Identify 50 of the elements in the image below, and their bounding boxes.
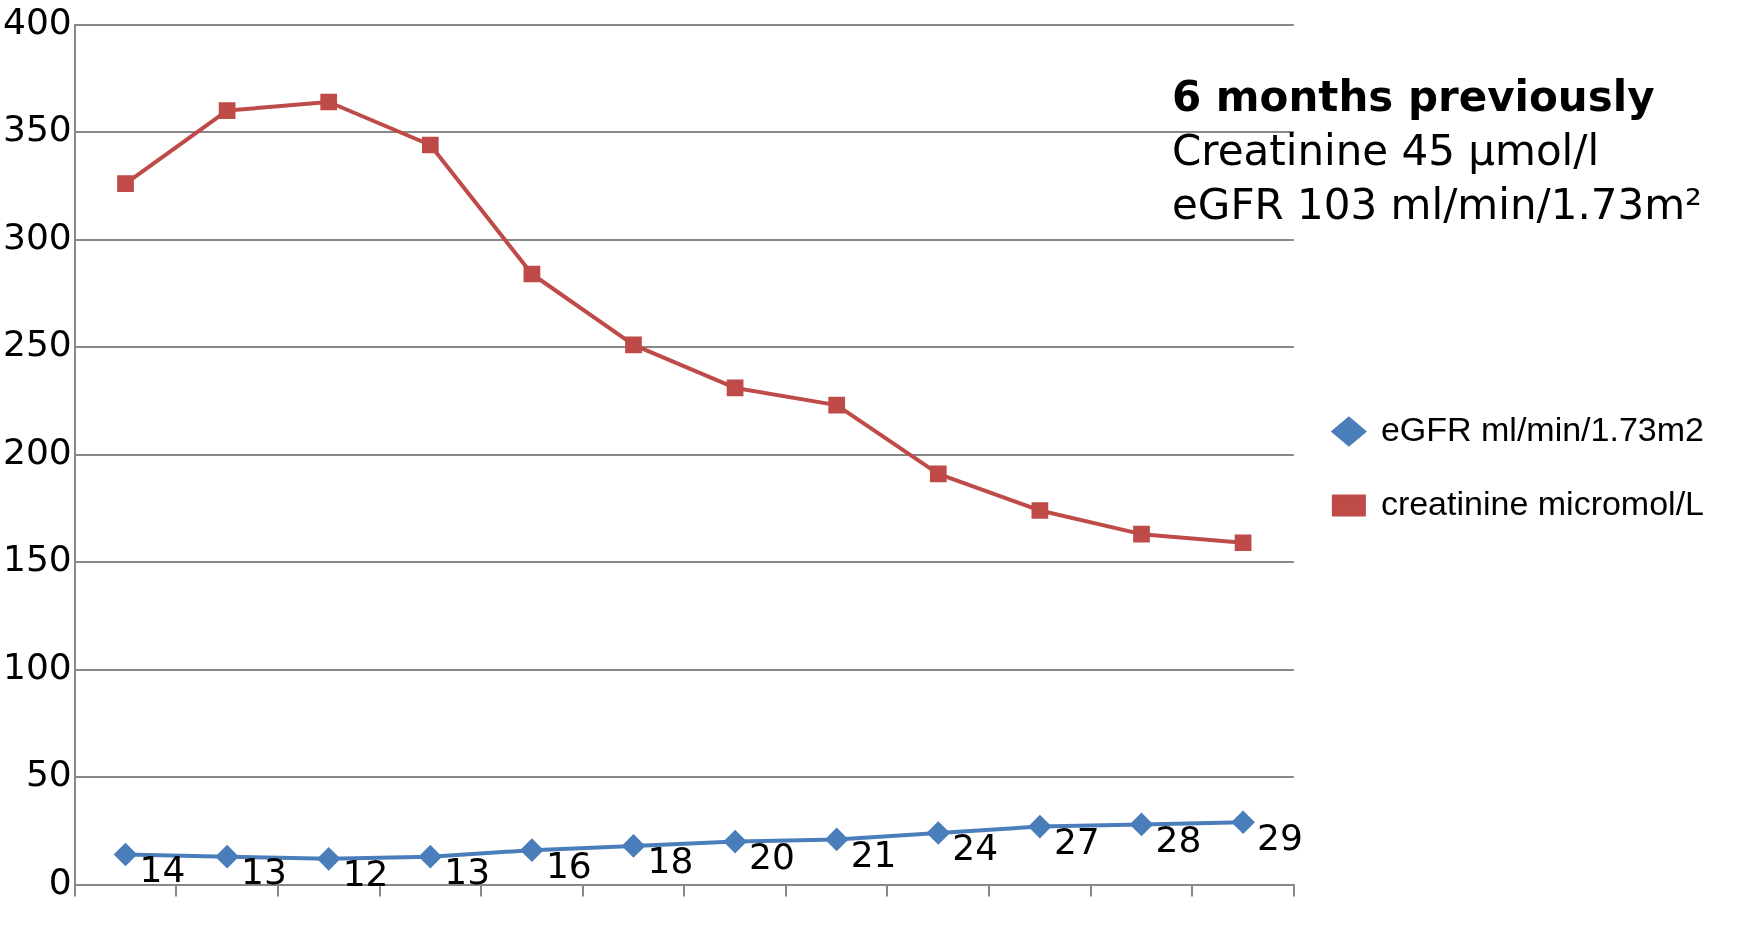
point xyxy=(320,93,338,111)
point xyxy=(1031,502,1049,519)
y-tick-label: 350 xyxy=(2,108,72,150)
point xyxy=(1028,815,1051,838)
point xyxy=(825,828,848,851)
data-label: 24 xyxy=(952,827,999,869)
point xyxy=(1232,811,1255,834)
point xyxy=(724,830,747,853)
y-tick-label: 100 xyxy=(2,645,72,687)
point xyxy=(317,847,340,870)
point xyxy=(622,834,645,857)
data-label: 20 xyxy=(749,835,795,877)
annotation: 6 months previously xyxy=(1172,71,1656,123)
point xyxy=(1130,813,1153,836)
annotation: Creatinine 45 µmol/l xyxy=(1172,125,1601,177)
legend-label: eGFR ml/min/1.73m2 xyxy=(1380,409,1704,448)
point xyxy=(419,845,442,868)
point xyxy=(726,379,744,397)
data-label: 27 xyxy=(1053,820,1100,862)
point xyxy=(520,839,543,862)
point xyxy=(523,265,541,283)
point xyxy=(114,843,137,866)
legend-label: creatinine micromol/L xyxy=(1380,483,1705,522)
point xyxy=(625,336,642,354)
y-tick-label: 300 xyxy=(2,215,72,257)
point xyxy=(216,845,239,868)
point xyxy=(1133,525,1150,543)
point xyxy=(828,396,846,414)
y-tick-label: 0 xyxy=(48,860,72,902)
y-tick-label: 150 xyxy=(2,538,72,580)
point xyxy=(218,102,236,119)
data-label: 13 xyxy=(241,851,287,893)
y-tick-label: 400 xyxy=(2,0,72,42)
point xyxy=(421,136,439,154)
point xyxy=(927,822,950,844)
data-label: 29 xyxy=(1257,816,1303,858)
point xyxy=(1234,534,1252,552)
annotation: eGFR 103 ml/min/1.73m² xyxy=(1172,179,1702,231)
data-label: 13 xyxy=(444,851,491,893)
data-label: 12 xyxy=(342,853,389,895)
data-label: 16 xyxy=(545,844,592,886)
point xyxy=(117,175,134,193)
y-tick-label: 200 xyxy=(2,430,72,472)
point xyxy=(929,465,947,483)
data-label: 14 xyxy=(139,848,186,890)
data-label: 28 xyxy=(1155,818,1202,860)
y-tick-label: 50 xyxy=(25,753,72,795)
data-label: 18 xyxy=(647,840,694,882)
y-tick-label: 250 xyxy=(2,323,72,365)
data-label: 21 xyxy=(850,833,897,875)
